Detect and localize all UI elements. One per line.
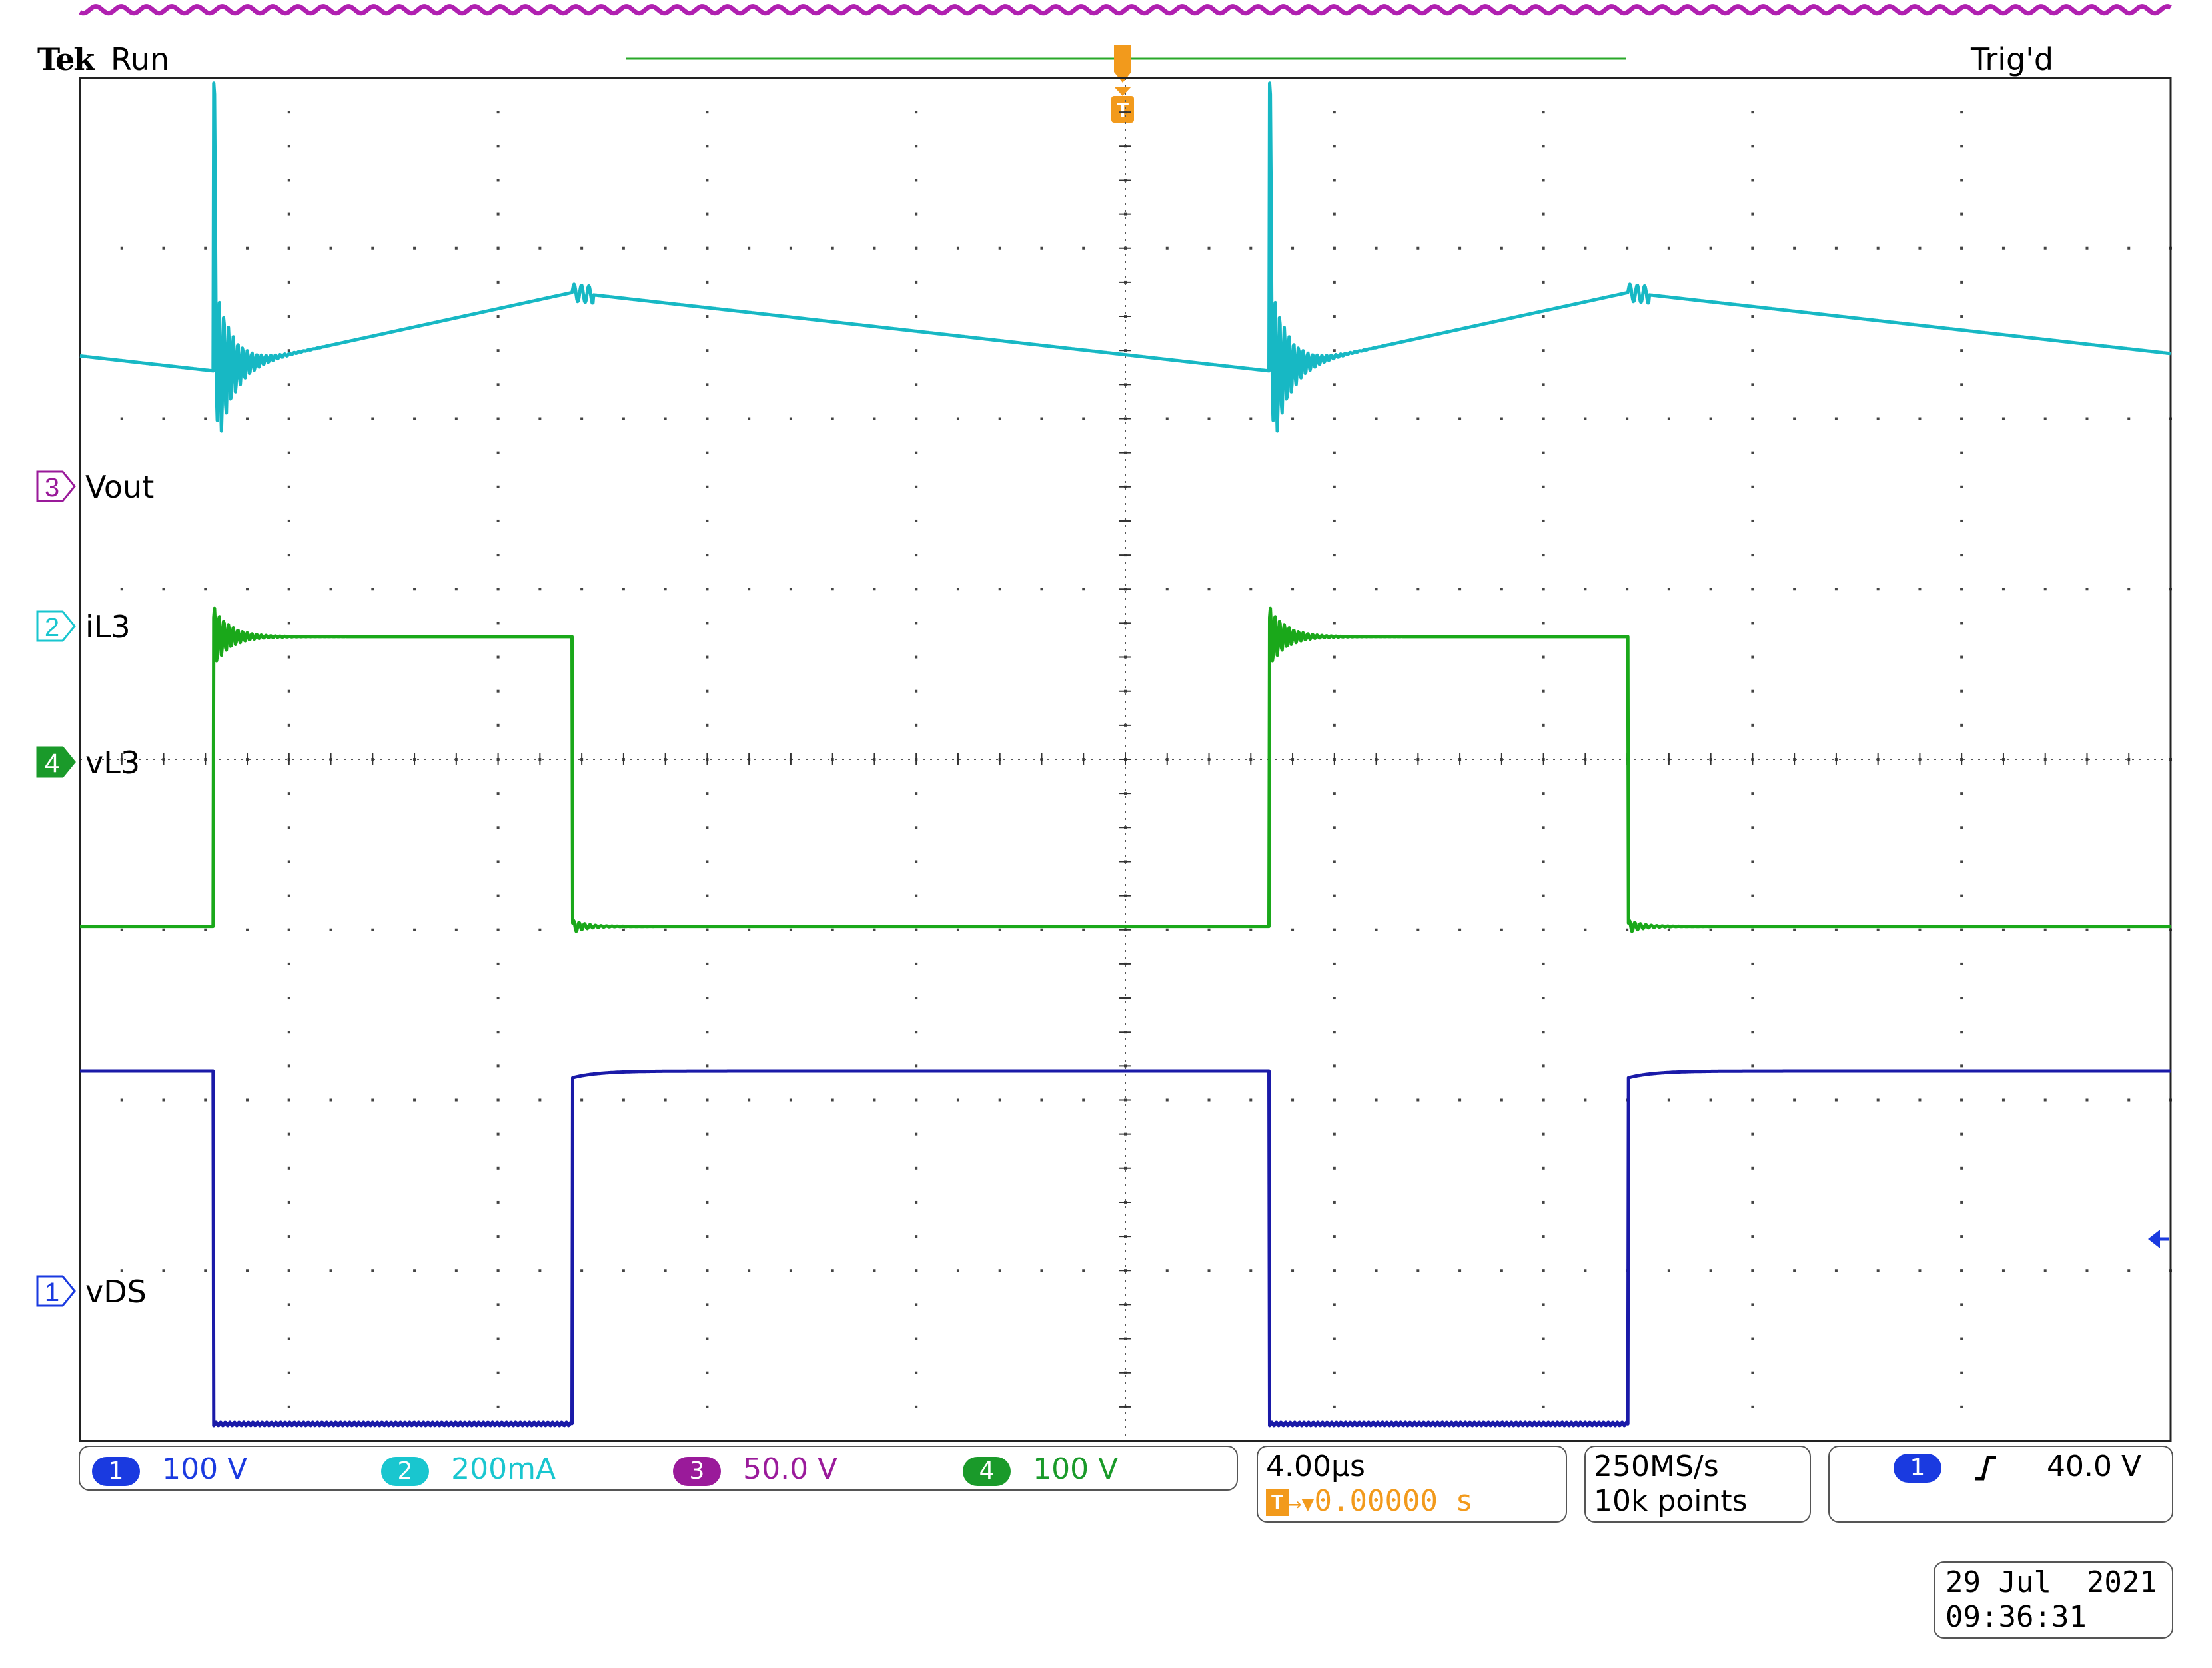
date: 29 Jul 2021: [1945, 1565, 2157, 1599]
trace-vl3: [79, 606, 2172, 933]
timebase-panel[interactable]: 4.00µs T →▼0.00000 s: [1257, 1446, 1567, 1523]
channel-markers: 1 vDS 2 iL3 3 Vout 4 vL3: [36, 469, 154, 1310]
channel-3-ground-marker[interactable]: 3 Vout: [36, 469, 154, 505]
rising-edge-icon: [1975, 1456, 1996, 1481]
channel-4-ground-marker[interactable]: 4 vL3: [36, 745, 140, 781]
time-per-div: 4.00µs: [1266, 1450, 1365, 1483]
channel-2-ground-marker[interactable]: 2 iL3: [36, 609, 131, 645]
trace-il3: [79, 81, 2172, 433]
trigger-marker-label: T: [1117, 99, 1129, 121]
brand-logo: Tek: [37, 41, 95, 77]
trace-vds: [79, 1069, 2172, 1428]
time: 09:36:31: [1945, 1600, 2087, 1634]
waveform-traces: [78, 4, 2173, 1428]
channel-3-readout[interactable]: 3 50.0 V: [673, 1452, 837, 1486]
channel-1-readout[interactable]: 1 100 V: [92, 1452, 247, 1486]
channel-4-badge: 4: [963, 1457, 1011, 1486]
trigger-panel[interactable]: 1 40.0 V: [1828, 1446, 2173, 1523]
channel-4-marker-number: 4: [45, 749, 59, 778]
channel-1-scale: 100 V: [162, 1452, 248, 1486]
channel-1-badge: 1: [92, 1457, 140, 1486]
channel-2-label: iL3: [85, 609, 131, 645]
record-length: 10k points: [1594, 1484, 1748, 1518]
trigger-source-badge: 1: [1894, 1454, 1941, 1483]
channel-1-label: vDS: [85, 1274, 147, 1310]
channel-2-scale: 200mA: [451, 1452, 556, 1486]
trigger-offset-icon: T: [1266, 1489, 1289, 1516]
channel-4-label: vL3: [85, 745, 140, 781]
trigger-position-value: 0.00000 s: [1314, 1484, 1473, 1518]
channel-scale-panel: 1 100 V 2 200mA 3 50.0 V 4 100 V: [79, 1446, 1238, 1491]
channel-3-marker-number: 3: [45, 473, 59, 502]
trigger-level-arrow: [2148, 1230, 2169, 1248]
channel-3-badge: 3: [673, 1457, 721, 1486]
trace-vout: [78, 4, 2173, 16]
datetime-panel: 29 Jul 2021 09:36:31: [1934, 1561, 2173, 1639]
channel-2-badge: 2: [381, 1457, 429, 1486]
channel-3-label: Vout: [85, 469, 154, 505]
channel-1-marker-number: 1: [45, 1278, 59, 1307]
trigger-state: Trig'd: [1971, 41, 2054, 77]
graticule: [79, 77, 2172, 1442]
acquisition-panel[interactable]: 250MS/s 10k points: [1584, 1446, 1811, 1523]
channel-1-ground-marker[interactable]: 1 vDS: [36, 1274, 147, 1310]
run-state: Run: [111, 41, 170, 77]
trigger-level: 40.0 V: [2047, 1450, 2142, 1483]
sample-rate: 250MS/s: [1594, 1450, 1719, 1483]
arrow-right-down-icon: →▼: [1289, 1491, 1315, 1516]
channel-2-readout[interactable]: 2 200mA: [381, 1452, 556, 1486]
trigger-position-marker: T: [1111, 45, 1134, 123]
channel-3-scale: 50.0 V: [743, 1452, 838, 1486]
trigger-position-readout: T →▼0.00000 s: [1266, 1484, 1473, 1518]
channel-4-readout[interactable]: 4 100 V: [963, 1452, 1118, 1486]
channel-4-scale: 100 V: [1033, 1452, 1119, 1486]
plot-frame: [79, 77, 2172, 1442]
channel-2-marker-number: 2: [45, 613, 59, 642]
